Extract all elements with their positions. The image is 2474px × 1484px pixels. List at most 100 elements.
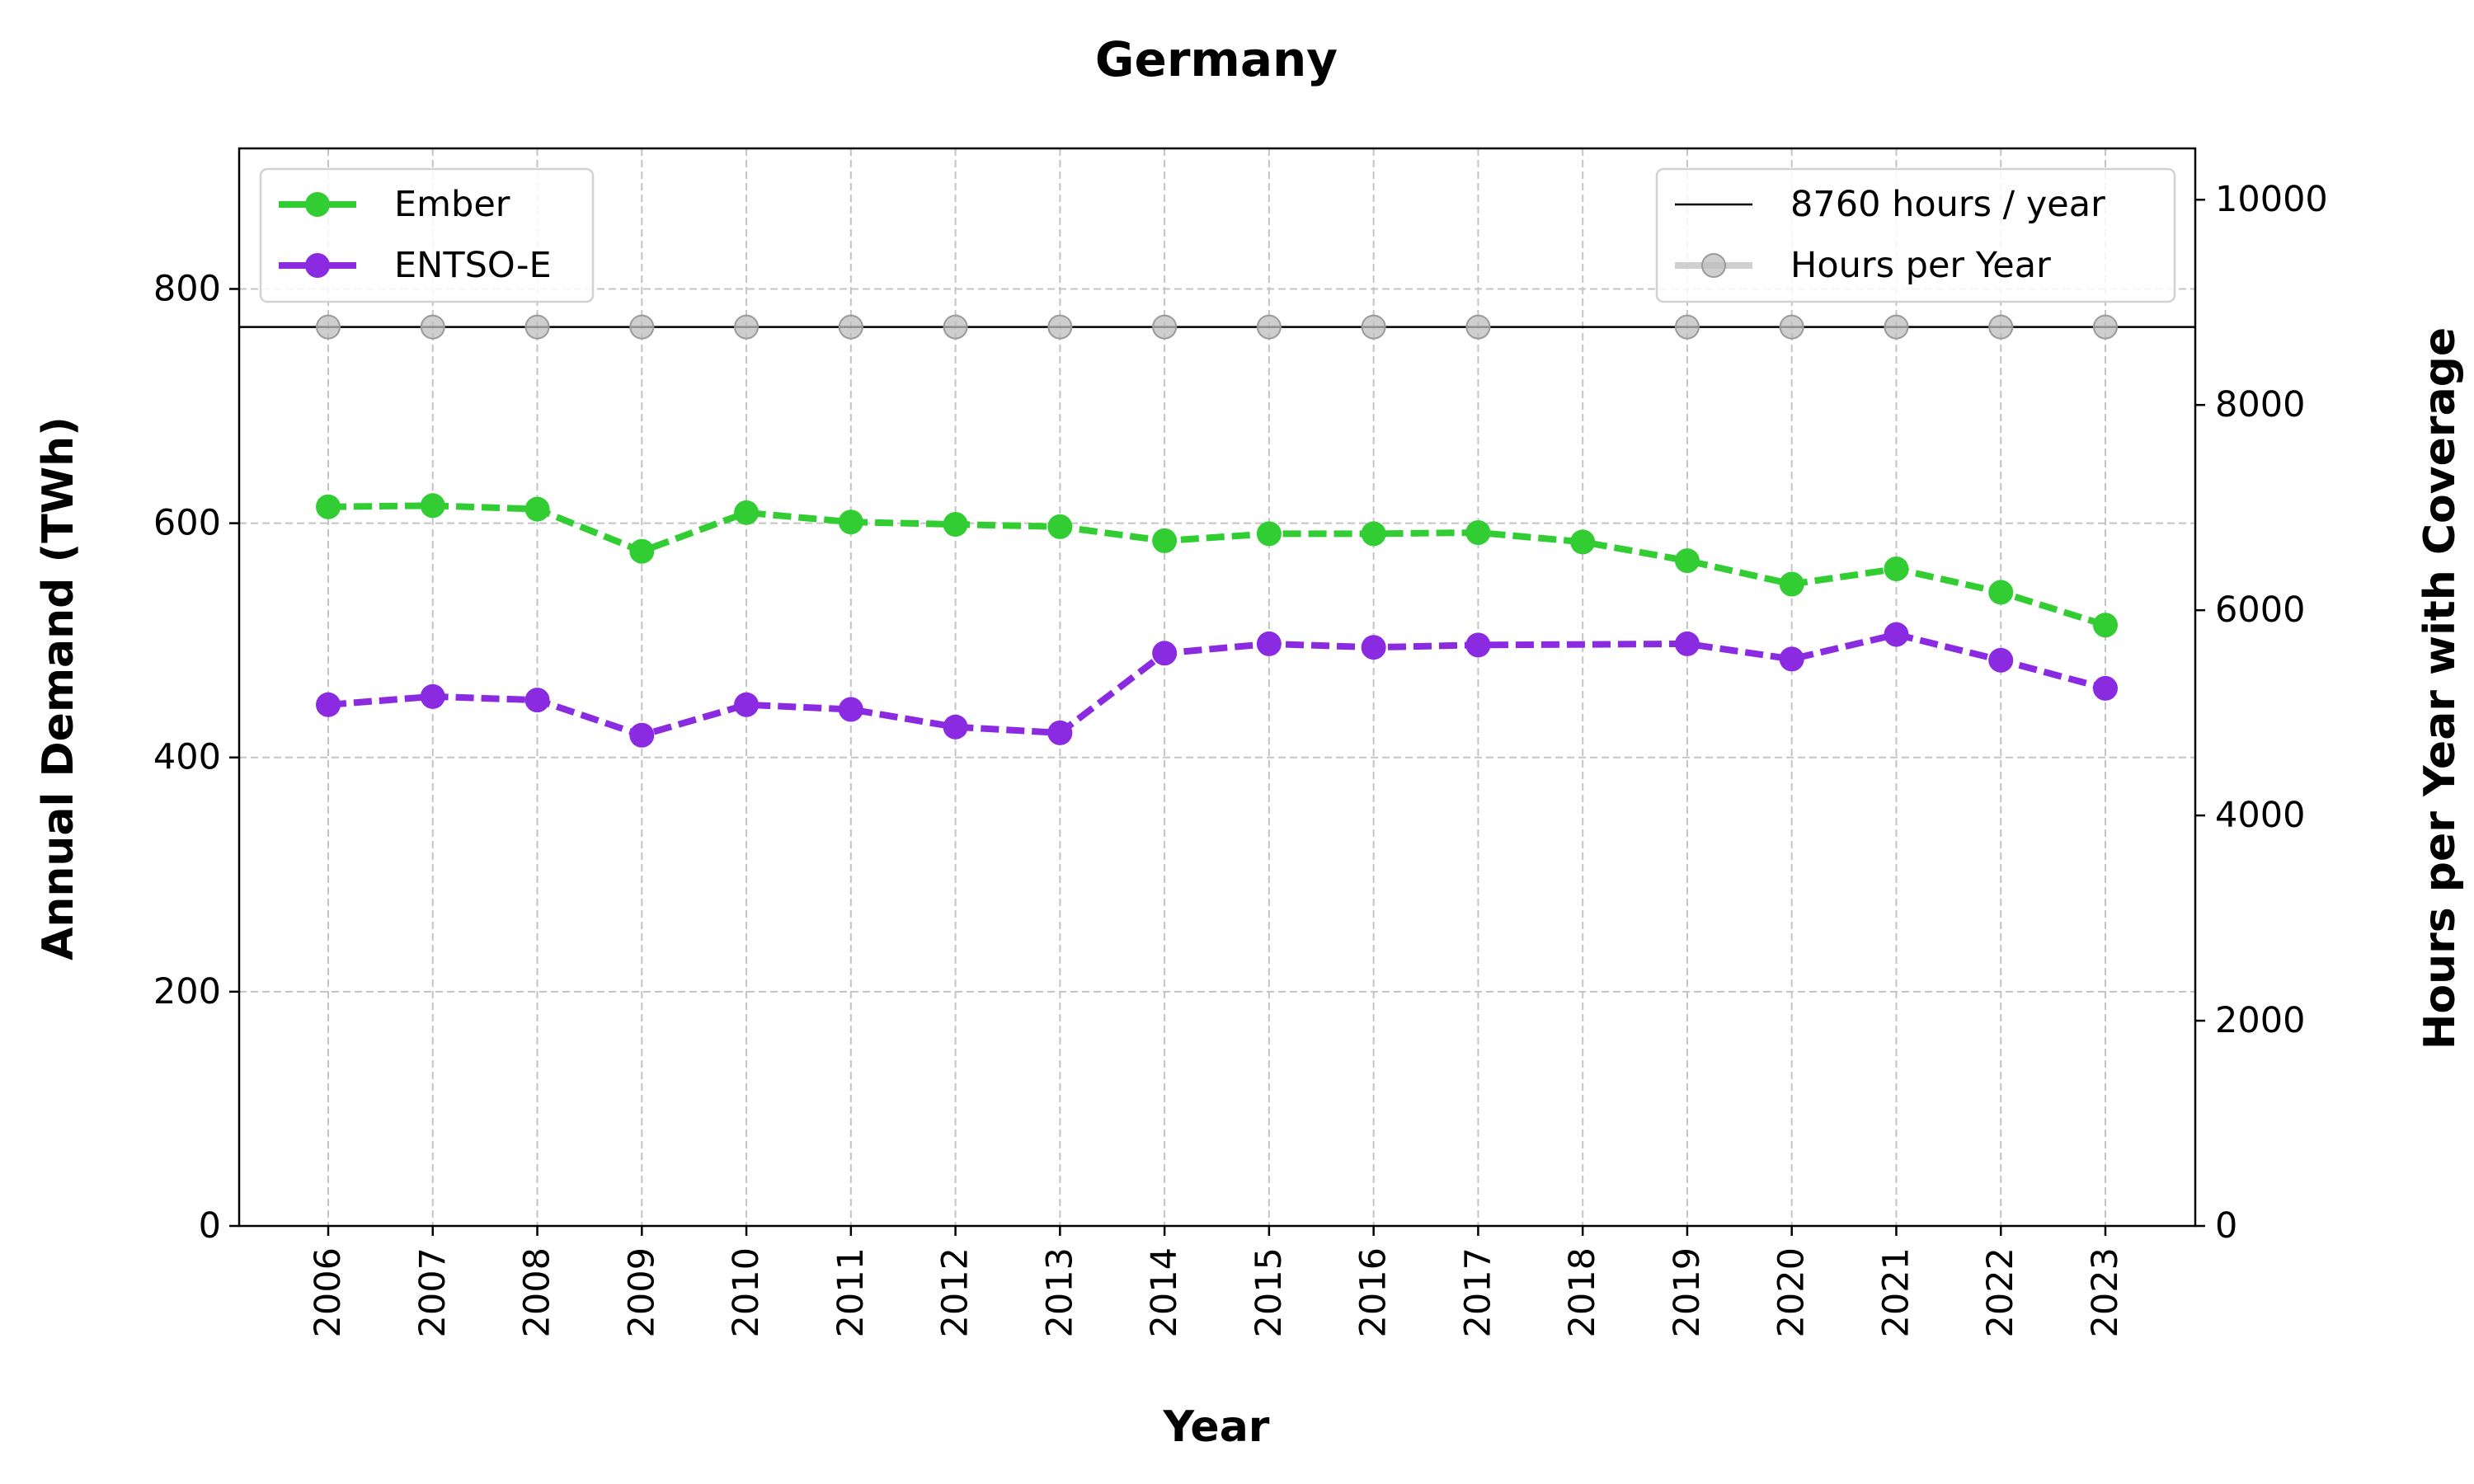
y-tick-label: 400 xyxy=(153,737,221,778)
y2-tick-label: 4000 xyxy=(2215,795,2305,836)
x-tick-label: 2017 xyxy=(1457,1247,1498,1337)
series-ember xyxy=(316,493,2118,638)
data-point xyxy=(1047,314,1073,340)
data-point xyxy=(1047,514,1073,539)
data-point xyxy=(1779,314,1804,340)
x-tick-label: 2007 xyxy=(412,1247,454,1337)
legend-label: Ember xyxy=(394,184,510,225)
data-point xyxy=(1884,556,1909,582)
data-point xyxy=(629,538,655,564)
legend-item-entso-e: ENTSO-E xyxy=(279,245,552,286)
data-point xyxy=(1256,314,1282,340)
data-point xyxy=(1361,521,1386,547)
legend-label: ENTSO-E xyxy=(394,245,552,286)
legends: Ember ENTSO-E 8760 hours / year Hours per Y… xyxy=(259,167,2176,303)
legend-item-ember: Ember xyxy=(279,184,510,225)
x-tick-label: 2021 xyxy=(1875,1247,1917,1337)
data-point xyxy=(316,314,341,340)
series-line xyxy=(327,502,2107,629)
data-point xyxy=(1465,632,1491,658)
legend-swatch-marker xyxy=(305,253,330,278)
y-axis-title: Annual Demand (TWh) xyxy=(34,416,83,960)
y2-tick-label: 10000 xyxy=(2215,179,2328,220)
data-point xyxy=(1152,528,1178,553)
y2-axis-title: Hours per Year with Coverage xyxy=(2415,327,2465,1050)
x-tick-label: 2023 xyxy=(2085,1247,2126,1337)
legend-label: 8760 hours / year xyxy=(1790,184,2105,225)
y-tick-label: 600 xyxy=(153,503,221,544)
data-point xyxy=(1047,720,1073,745)
data-point xyxy=(1779,646,1804,672)
data-point xyxy=(943,714,968,740)
x-tick-label: 2018 xyxy=(1562,1247,1603,1337)
data-point xyxy=(943,512,968,538)
data-point xyxy=(524,688,550,713)
series-hours-per-year xyxy=(316,314,2118,340)
data-point xyxy=(524,314,550,340)
y2-tick-label: 2000 xyxy=(2215,1000,2305,1041)
legend-item-8760-hours-year: 8760 hours / year xyxy=(1675,184,2105,225)
data-point xyxy=(524,496,550,522)
data-point xyxy=(1674,548,1700,574)
chart-title: Germany xyxy=(1095,31,1338,87)
data-point xyxy=(1988,647,2014,673)
data-point xyxy=(2093,314,2118,340)
series-entso-e xyxy=(316,622,2118,748)
data-point xyxy=(1674,631,1700,656)
x-tick-label: 2022 xyxy=(1980,1247,2021,1337)
data-point xyxy=(1152,641,1178,666)
data-point xyxy=(420,314,445,340)
x-axis-title: Year xyxy=(1163,1402,1270,1452)
x-tick-label: 2014 xyxy=(1144,1247,1185,1337)
data-point xyxy=(1779,571,1804,597)
data-point xyxy=(1256,521,1282,547)
legend-left: Ember ENTSO-E xyxy=(259,167,595,303)
y2-tick-label: 0 xyxy=(2215,1205,2237,1247)
data-point xyxy=(420,493,445,519)
data-point xyxy=(1988,314,2014,340)
data-point xyxy=(734,692,760,717)
data-point xyxy=(420,683,445,709)
data-point xyxy=(1884,622,1909,647)
data-point xyxy=(838,697,863,722)
axes: 2006 2007 2008 2009 2010 2011 2012 2013 2014 2015… xyxy=(153,179,2328,1337)
data-point xyxy=(734,500,760,525)
data-point xyxy=(838,510,863,535)
data-point xyxy=(1256,631,1282,656)
data-point xyxy=(629,314,655,340)
data-point xyxy=(2093,675,2118,701)
data-point xyxy=(734,314,760,340)
y-tick-label: 800 xyxy=(153,268,221,309)
x-tick-label: 2008 xyxy=(517,1247,558,1337)
data-point xyxy=(1674,314,1700,340)
x-tick-label: 2011 xyxy=(830,1247,872,1337)
x-tick-label: 2010 xyxy=(726,1247,767,1337)
data-point xyxy=(1361,635,1386,660)
data-point xyxy=(838,314,863,340)
y-tick-label: 200 xyxy=(153,971,221,1012)
legend-frame xyxy=(1655,167,2176,303)
y2-tick-label: 6000 xyxy=(2215,589,2305,631)
plot-frame xyxy=(238,147,2197,1228)
data-point xyxy=(1465,519,1491,545)
data-point xyxy=(2093,613,2118,638)
data-point xyxy=(1465,314,1491,340)
legend-swatch-marker xyxy=(1701,253,1726,278)
legend-label: Hours per Year xyxy=(1790,245,2051,286)
data-point xyxy=(1988,580,2014,605)
data-point xyxy=(943,314,968,340)
legend-right: 8760 hours / year Hours per Year xyxy=(1655,167,2176,303)
x-tick-label: 2015 xyxy=(1249,1247,1290,1337)
y2-tick-label: 8000 xyxy=(2215,384,2305,425)
x-tick-label: 2013 xyxy=(1039,1247,1080,1337)
x-tick-label: 2019 xyxy=(1667,1247,1708,1337)
legend-item-hours-per-year: Hours per Year xyxy=(1675,245,2051,286)
x-tick-label: 2009 xyxy=(621,1247,662,1337)
x-tick-label: 2012 xyxy=(935,1247,976,1337)
data-point xyxy=(1361,314,1386,340)
legend-swatch-marker xyxy=(305,192,330,217)
data-point xyxy=(316,692,341,717)
data-point xyxy=(1152,314,1178,340)
series-layer xyxy=(316,314,2118,748)
